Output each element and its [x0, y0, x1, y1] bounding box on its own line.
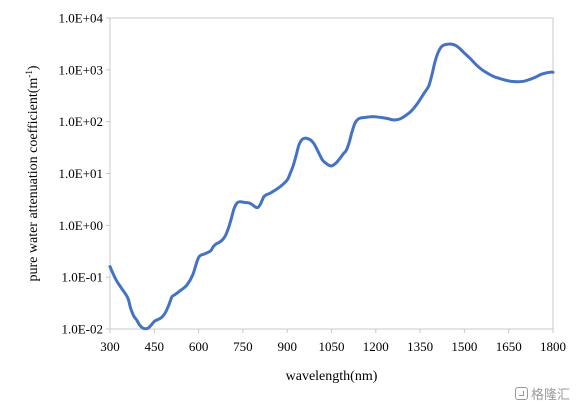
x-tick-label: 1650 — [496, 339, 522, 354]
plot-area-frame — [109, 17, 554, 330]
x-tick-label: 1500 — [451, 339, 477, 354]
y-tick-label: 1.0E+04 — [58, 11, 103, 26]
watermark-text: 格隆汇 — [530, 387, 570, 402]
y-axis-title-close: ) — [26, 65, 41, 70]
x-tick-label: 300 — [100, 339, 120, 354]
logo-icon — [514, 387, 528, 400]
x-tick-label: 900 — [277, 339, 297, 354]
y-axis-title-main: pure water attenuation coefficient(m — [26, 78, 41, 282]
y-tick-label: 1.0E-01 — [61, 270, 103, 285]
x-tick-label: 1200 — [363, 339, 389, 354]
x-tick-label: 1800 — [540, 339, 566, 354]
y-tick-labels: 1.0E-02 1.0E-01 1.0E+00 1.0E+01 1.0E+02 1.0E+… — [58, 11, 110, 337]
x-tick-label: 1050 — [319, 339, 345, 354]
y-tick-label: 1.0E+02 — [58, 114, 103, 129]
attenuation-series-line — [108, 42, 555, 331]
x-tick-label: 600 — [189, 339, 209, 354]
y-axis-title: pure water attenuation coefficient(m-1) — [24, 65, 41, 281]
watermark: 格隆汇 — [514, 384, 570, 403]
y-axis-title-superscript: -1 — [24, 70, 34, 78]
x-tick-label: 450 — [145, 339, 165, 354]
y-tick-label: 1.0E+01 — [58, 166, 103, 181]
x-tick-labels: 300 450 600 750 900 1050 1200 1350 1500 1650 1800 — [100, 329, 566, 354]
x-tick-label: 1350 — [407, 339, 433, 354]
y-tick-label: 1.0E-02 — [61, 322, 103, 337]
y-tick-label: 1.0E+00 — [58, 218, 103, 233]
x-axis-title: wavelength(nm) — [286, 369, 378, 384]
x-tick-label: 750 — [233, 339, 253, 354]
y-tick-label: 1.0E+03 — [58, 62, 103, 77]
